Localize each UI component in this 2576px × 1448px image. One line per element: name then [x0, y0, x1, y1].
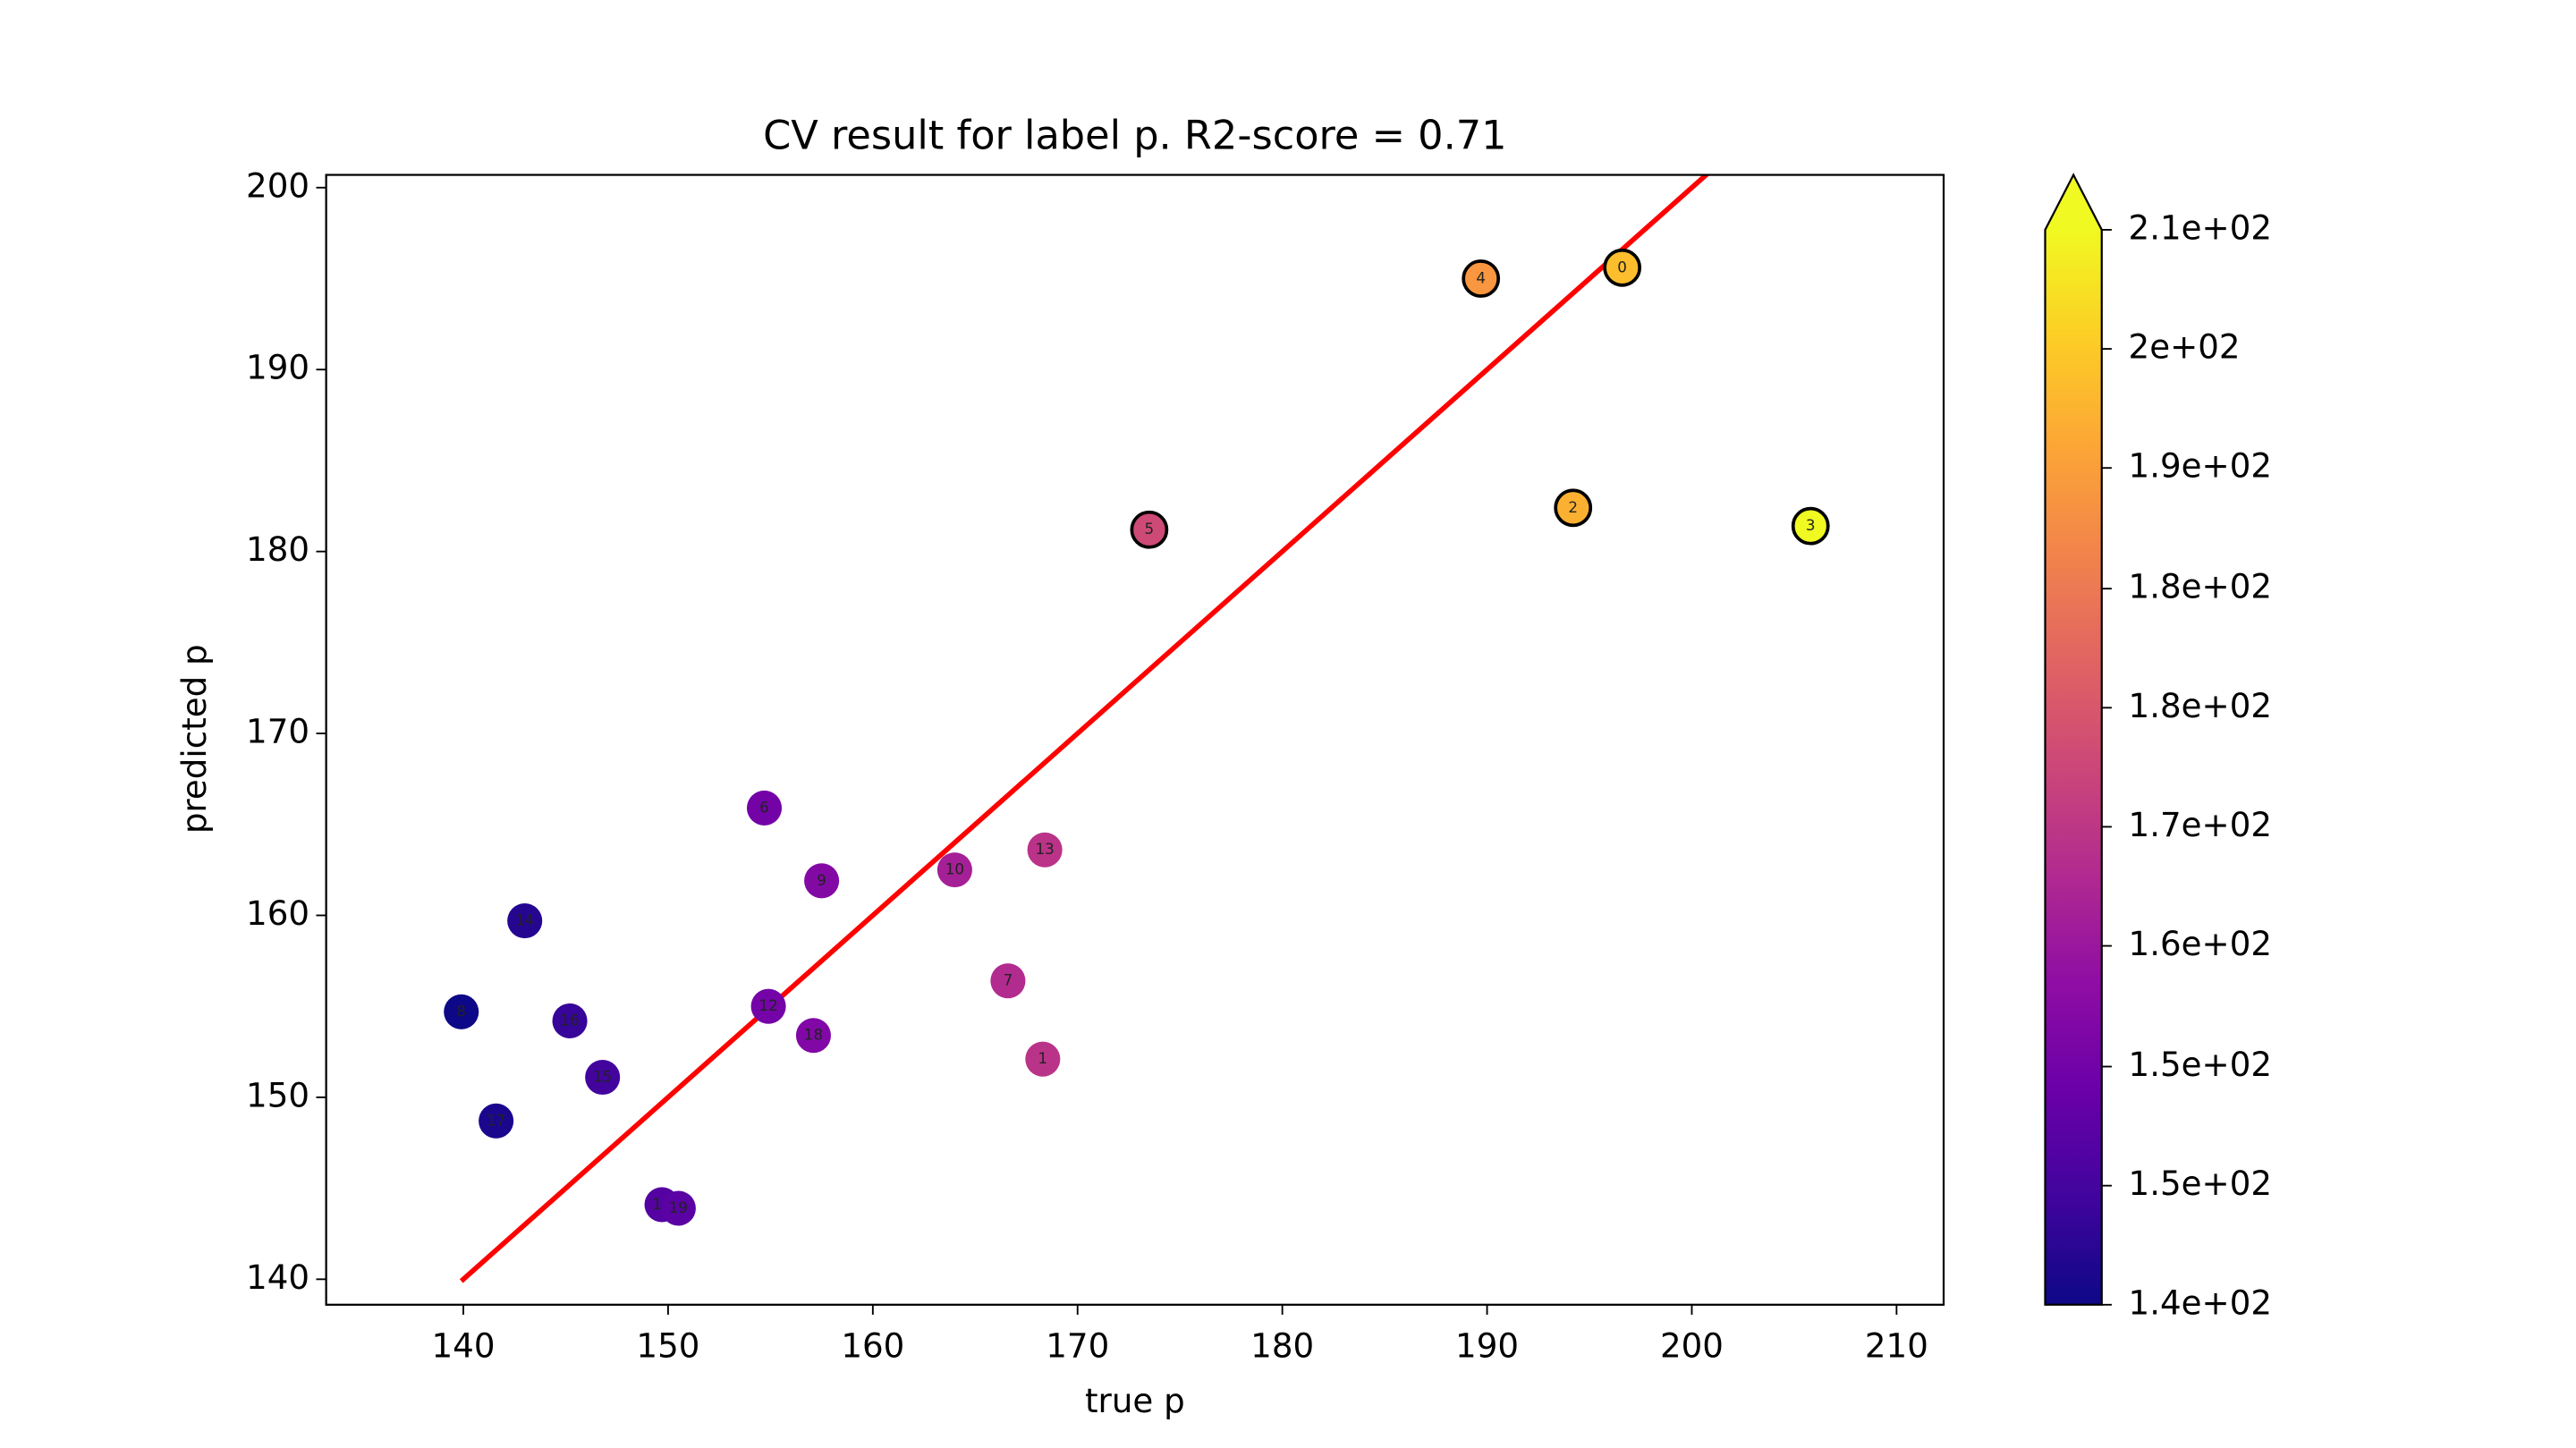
colorbar-tick-label: 1.7e+02 [2129, 805, 2273, 844]
data-point [1554, 488, 1593, 528]
point-label: 18 [804, 1026, 823, 1044]
colorbar-tick-label: 1.8e+02 [2129, 686, 2273, 725]
x-tick-label: 180 [1250, 1326, 1314, 1366]
chart-title: CV result for label p. R2-score = 0.71 [763, 113, 1506, 159]
point-label: 15 [593, 1068, 612, 1086]
data-point [936, 852, 972, 888]
colorbar-tick-label: 1.8e+02 [2129, 567, 2273, 606]
colorbar-tick-label: 1.9e+02 [2129, 446, 2273, 486]
colorbar-tick-label: 2.1e+02 [2129, 207, 2273, 247]
point-label: 9 [817, 871, 826, 889]
colorbar-tick-label: 1.5e+02 [2129, 1045, 2273, 1084]
data-point [1027, 832, 1063, 868]
point-label: 12 [758, 996, 777, 1014]
data-point [746, 790, 783, 826]
y-tick-label: 200 [246, 165, 309, 205]
point-label: 1 [1038, 1049, 1048, 1067]
data-point [444, 994, 479, 1029]
x-tick-label: 170 [1046, 1326, 1109, 1366]
reference-line [459, 174, 1710, 1283]
colorbar-tick-label: 1.5e+02 [2129, 1164, 2273, 1203]
point-label: 4 [1476, 268, 1486, 286]
point-label: 19 [669, 1198, 688, 1216]
point-label: 14 [515, 911, 534, 929]
point-label: 8 [456, 1002, 466, 1020]
data-point [552, 1003, 588, 1038]
point-label: 6 [759, 798, 769, 816]
x-tick-label: 150 [636, 1326, 699, 1366]
data-point [990, 963, 1026, 999]
point-label: 7 [1004, 971, 1013, 989]
point-label: 5 [1145, 520, 1155, 538]
y-tick-label: 150 [246, 1075, 309, 1114]
y-tick-label: 190 [246, 348, 309, 387]
point-label: 10 [945, 860, 964, 878]
x-axis-label: true p [1085, 1381, 1185, 1420]
y-tick-label: 140 [246, 1257, 309, 1297]
data-point [1791, 506, 1830, 546]
plot-frame [325, 174, 1945, 1306]
data-point [507, 903, 543, 939]
plot-area: 012345678910111213141516171819 [444, 174, 1830, 1283]
point-label: 17 [487, 1111, 505, 1129]
data-point [1025, 1041, 1061, 1077]
data-point [479, 1103, 514, 1139]
point-label: 2 [1568, 498, 1578, 516]
point-label: 13 [1035, 840, 1054, 858]
data-point [750, 988, 786, 1024]
data-point [660, 1190, 696, 1226]
x-tick-label: 190 [1455, 1326, 1519, 1366]
y-tick-label: 170 [246, 712, 309, 751]
x-tick-label: 200 [1660, 1326, 1724, 1366]
data-point [585, 1059, 621, 1096]
data-point [804, 863, 840, 899]
colorbar [2045, 229, 2102, 1305]
y-tick-label: 180 [246, 529, 309, 569]
colorbar-tick-label: 1.4e+02 [2129, 1283, 2273, 1322]
y-axis-label: predicted p [174, 644, 214, 834]
data-point [1130, 510, 1169, 549]
point-label: 0 [1617, 258, 1627, 275]
colorbar-outline [2044, 173, 2103, 1306]
x-tick-label: 140 [432, 1326, 496, 1366]
data-point [795, 1018, 831, 1054]
colorbar-tick-label: 2e+02 [2129, 327, 2241, 367]
data-point [1603, 248, 1642, 287]
data-point [1462, 259, 1501, 298]
colorbar-extend [2045, 174, 2102, 230]
colorbar-tick-label: 1.6e+02 [2129, 924, 2273, 963]
y-tick-label: 160 [246, 893, 309, 933]
x-tick-label: 160 [841, 1326, 904, 1366]
x-tick-label: 210 [1865, 1326, 1928, 1366]
point-label: 3 [1806, 516, 1816, 534]
point-label: 16 [560, 1011, 579, 1029]
